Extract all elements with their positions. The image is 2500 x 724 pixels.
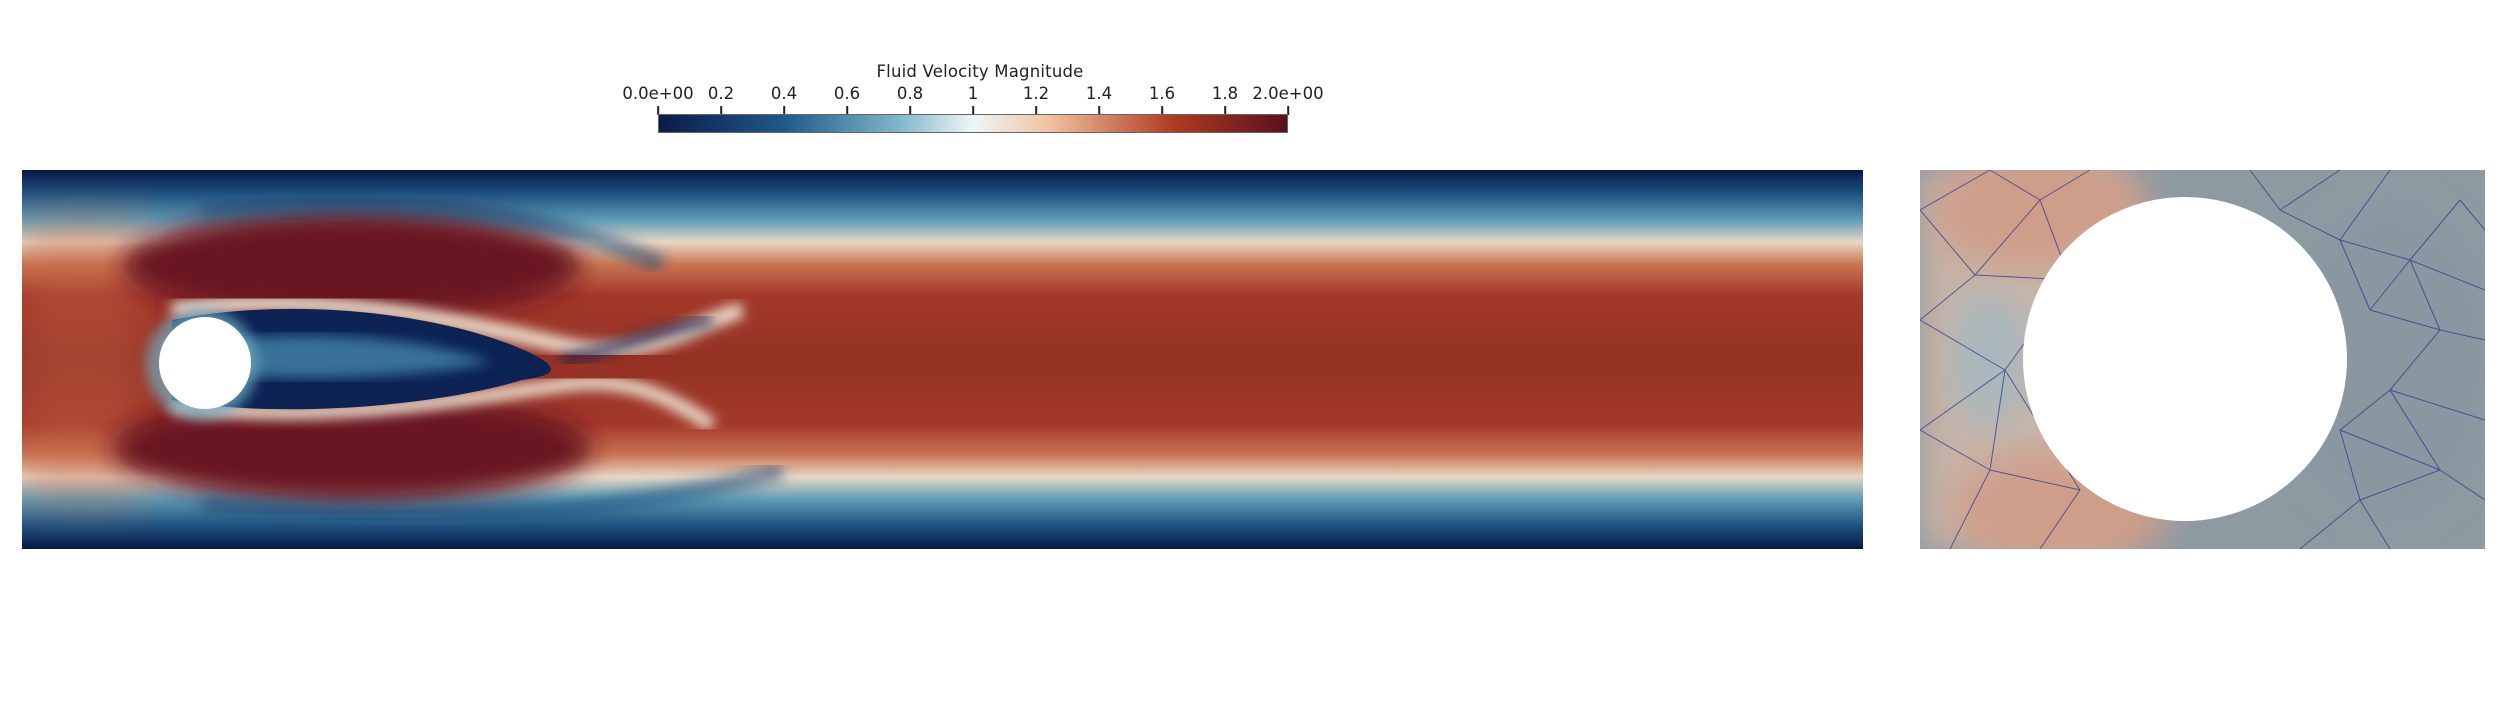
colorbar-ticks: 0.0e+00 0.2 0.4 0.6 0.8 1 1.2 1.4 1.6 1.8 2.0e+00 [600,84,1360,115]
colorbar-tick-mark [657,106,659,115]
colorbar-gradient [658,114,1288,133]
colorbar-tick-mark [1098,106,1100,115]
colorbar-tick-mark [1287,106,1289,115]
mesh-zoom-svg [1920,170,2485,549]
colorbar-tick-label: 1.4 [1085,84,1113,103]
colorbar-tick-label: 0.0e+00 [622,84,694,103]
colorbar-tick-mark [1224,106,1226,115]
colorbar-tick-label: 0.2 [707,84,735,103]
colorbar-tick-mark [846,106,848,115]
colorbar-tick-label: 1.2 [1022,84,1050,103]
colorbar-tick-mark [1035,106,1037,115]
velocity-field-panel [22,170,1863,549]
colorbar-title: Fluid Velocity Magnitude [876,62,1084,81]
colorbar-tick-mark [783,106,785,115]
lower-high-velocity-lobe [112,393,592,503]
colorbar-tick-label: 1 [967,84,979,103]
colorbar-tick-label: 1.6 [1148,84,1176,103]
colorbar-tick-label: 1.8 [1211,84,1239,103]
colorbar-tick-mark [972,106,974,115]
colorbar-tick-label: 2.0e+00 [1252,84,1324,103]
cylinder-obstacle [159,317,251,409]
upper-high-velocity-lobe [122,210,582,320]
colorbar: Fluid Velocity Magnitude 0.0e+00 0.2 0.4 0.… [600,58,1360,138]
colorbar-tick-mark [909,106,911,115]
cylinder-zoomed [2023,197,2347,521]
colorbar-tick-mark [1161,106,1163,115]
colorbar-tick-label: 0.6 [833,84,861,103]
velocity-field-svg [22,170,1863,549]
colorbar-tick-label: 0.8 [896,84,924,103]
mesh-zoom-panel [1920,170,2485,549]
colorbar-tick-mark [720,106,722,115]
colorbar-tick-label: 0.4 [770,84,798,103]
mesh-lines [1920,170,2485,549]
